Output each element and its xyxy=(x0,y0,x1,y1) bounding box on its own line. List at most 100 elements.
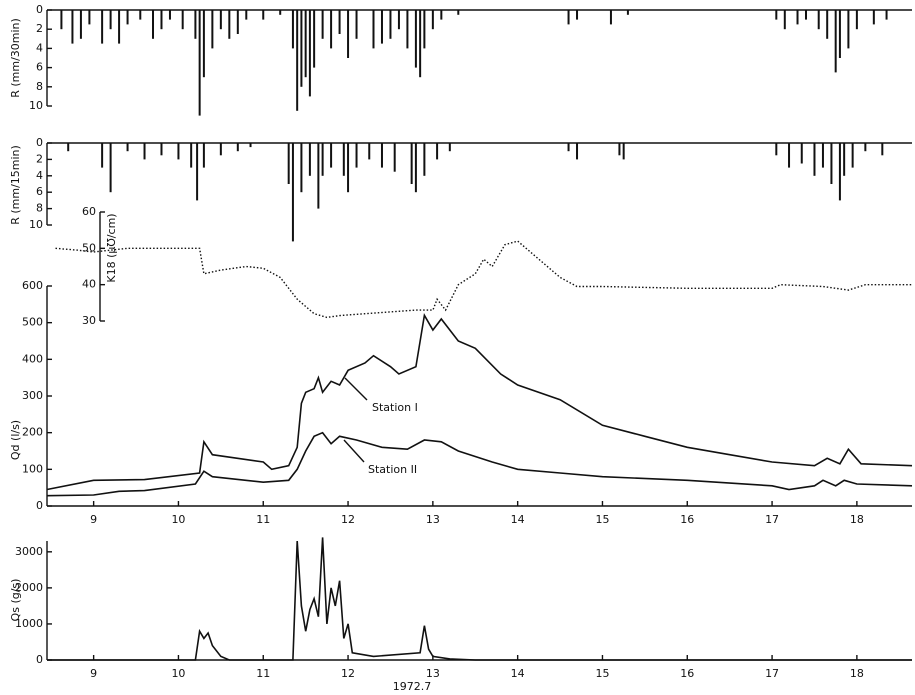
y-tick-label: 0 xyxy=(36,136,43,149)
rain-bar xyxy=(313,10,316,68)
rain-bar xyxy=(321,143,324,176)
rain-bar xyxy=(423,143,426,176)
rain-bar xyxy=(101,10,104,44)
rain-bar xyxy=(389,10,392,39)
rain-bar xyxy=(567,143,570,152)
x-tick-label: 18 xyxy=(850,513,864,526)
rain-bar xyxy=(457,10,460,15)
rain-bar xyxy=(60,10,63,30)
leader-line xyxy=(344,377,368,401)
rain-bar xyxy=(88,10,91,25)
x-axis-label: 1972.7 xyxy=(393,680,432,693)
y-tick-label: 6 xyxy=(36,61,43,74)
rain-bar xyxy=(308,10,311,97)
rain-bar xyxy=(355,10,358,39)
y-tick-label: 1000 xyxy=(15,617,43,630)
rain-bar xyxy=(419,10,422,78)
rain-bar xyxy=(788,143,791,168)
x-tick-label: 16 xyxy=(680,667,694,680)
y-tick-label: 600 xyxy=(22,279,43,292)
rain-bar xyxy=(300,10,303,87)
rain-bar xyxy=(436,143,439,160)
rain-bar xyxy=(308,143,311,176)
rain-bar xyxy=(414,10,417,68)
rain-bar xyxy=(830,143,833,184)
x-tick-label: 13 xyxy=(426,667,440,680)
x-tick-label: 18 xyxy=(850,667,864,680)
rain-bar xyxy=(67,143,70,152)
rain-bar xyxy=(410,143,413,184)
rain-bar xyxy=(198,10,201,116)
rain-bar xyxy=(330,143,333,168)
rain-bar xyxy=(177,143,180,160)
rain-bar xyxy=(330,10,333,49)
rain-bar xyxy=(783,10,786,30)
rain-bar xyxy=(202,143,205,168)
rain-bar xyxy=(618,143,621,156)
rain-bar xyxy=(317,143,320,209)
rain-bar xyxy=(196,143,199,201)
y-axis-label: Qd (l/s) xyxy=(9,420,22,460)
y-tick-label: 0 xyxy=(36,499,43,512)
y-tick-label: 2 xyxy=(36,22,43,35)
rain-bar xyxy=(291,143,294,242)
rain-bar xyxy=(347,10,350,58)
rain-bar xyxy=(855,10,858,30)
y-tick-label: 3000 xyxy=(15,545,43,558)
rain-bar xyxy=(236,143,239,152)
rain-bar xyxy=(194,10,197,39)
rain-bar xyxy=(160,10,163,30)
rain-bar xyxy=(796,10,799,25)
y-tick-label: 10 xyxy=(29,99,43,112)
y-tick-label: 400 xyxy=(22,352,43,365)
rain-bar xyxy=(71,10,74,44)
rain-bar xyxy=(219,10,222,30)
rain-bar xyxy=(576,143,579,160)
rain-bar xyxy=(622,143,625,160)
rain-bar xyxy=(397,10,400,30)
rain-bar xyxy=(626,10,629,15)
rain-bar xyxy=(881,143,884,156)
y-tick-label: 40 xyxy=(82,278,96,291)
x-tick-label: 12 xyxy=(341,513,355,526)
y-tick-label: 100 xyxy=(22,462,43,475)
rain-bar xyxy=(834,10,837,73)
x-tick-label: 15 xyxy=(595,513,609,526)
rain-bar xyxy=(190,143,193,168)
rain-bar xyxy=(355,143,358,168)
rain-bar xyxy=(872,10,875,25)
series-line xyxy=(46,431,913,497)
rain-bar xyxy=(826,10,829,39)
series-line xyxy=(46,312,913,491)
x-tick-label: 9 xyxy=(90,667,97,680)
y-tick-label: 0 xyxy=(36,653,43,666)
rain-bar xyxy=(160,143,163,156)
y-tick-label: 300 xyxy=(22,389,43,402)
rain-bar xyxy=(576,10,579,20)
rain-bar xyxy=(440,10,443,20)
rain-bar xyxy=(245,10,248,20)
x-tick-label: 12 xyxy=(341,667,355,680)
rain-bar xyxy=(126,143,129,152)
rain-bar xyxy=(406,10,409,49)
rain-bar xyxy=(291,10,294,49)
x-tick-label: 11 xyxy=(256,513,270,526)
rain-bar xyxy=(287,143,290,184)
rain-bar xyxy=(775,143,778,156)
y-tick-label: 4 xyxy=(36,41,43,54)
rain-bar xyxy=(368,143,371,160)
rain-bar xyxy=(249,143,252,148)
rain-bar xyxy=(448,143,451,152)
rain-bar xyxy=(152,10,155,39)
rain-bar xyxy=(393,143,396,172)
rain-bar xyxy=(262,10,265,20)
rain-bar xyxy=(567,10,570,25)
leader-line xyxy=(343,439,365,463)
rain-bar xyxy=(126,10,129,25)
rain-bar xyxy=(236,10,239,34)
x-tick-label: 10 xyxy=(171,667,185,680)
rain-bar xyxy=(168,10,171,20)
y-axis-label: Qs (g/s) xyxy=(9,579,22,622)
rain-bar xyxy=(279,10,282,15)
rain-bar xyxy=(228,10,231,39)
